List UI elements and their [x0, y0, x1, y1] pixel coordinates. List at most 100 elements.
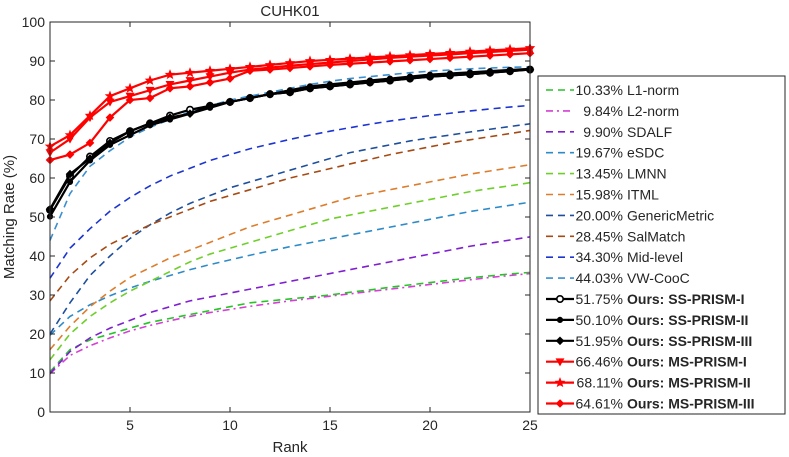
data-point-ours-ss-prism-ii	[66, 178, 74, 185]
data-point-ours-ss-prism-iii	[85, 154, 95, 163]
y-tick-label: 0	[37, 404, 45, 420]
data-point-ours-ms-prism-iii	[65, 150, 75, 159]
plot-area	[50, 22, 530, 412]
legend-entry-genericmetric: 20.00% GenericMetric	[546, 207, 714, 223]
legend-entry-ours-ms-prism-ii: 68.11% Ours: MS-PRISM-II	[546, 375, 751, 391]
data-point-ours-ms-prism-ii	[64, 129, 76, 140]
data-point-ours-ms-prism-ii	[184, 67, 196, 78]
y-tick-label: 50	[29, 209, 45, 225]
x-ticks: 5 10 15 20 25	[126, 22, 538, 433]
legend-entry-ours-ms-prism-i: 66.46% Ours: MS-PRISM-I	[546, 354, 747, 370]
data-point-ours-ss-prism-iii	[205, 101, 215, 111]
chart-title: CUHK01	[260, 3, 319, 20]
legend-marker	[556, 316, 564, 323]
data-point-ours-ss-prism-iii	[285, 87, 295, 97]
legend-percent: 15.98%	[576, 187, 623, 203]
data-point-ours-ms-prism-ii	[164, 69, 176, 80]
data-point-ours-ms-prism-ii	[224, 63, 236, 74]
legend-marker	[555, 399, 565, 408]
series-sdalf	[49, 236, 531, 374]
legend-percent: 9.84%	[583, 103, 623, 119]
legend-label: Ours: MS-PRISM-III	[627, 396, 755, 412]
data-point-ours-ms-prism-iii	[125, 95, 135, 105]
legend-label: SDALF	[627, 124, 672, 140]
legend-entry-ours-ss-prism-iii: 51.95% Ours: SS-PRISM-III	[546, 333, 752, 349]
data-point-ours-ss-prism-iii	[445, 71, 455, 80]
data-point-ours-ms-prism-iii	[485, 51, 495, 60]
data-point-ours-ms-prism-iii	[285, 63, 295, 73]
data-point-ours-ss-prism-iii	[105, 138, 115, 148]
data-point-ours-ss-prism-iii	[345, 80, 355, 89]
data-point-ours-ms-prism-iii	[385, 57, 395, 66]
legend-label: L1-norm	[627, 82, 679, 98]
data-point-ours-ms-prism-iii	[365, 58, 375, 67]
x-tick-label: 15	[322, 417, 338, 433]
series-line-l2-norm	[49, 272, 531, 375]
data-point-ours-ms-prism-ii	[204, 65, 216, 76]
data-point-ours-ss-prism-iii	[145, 119, 155, 128]
legend-entry-ours-ss-prism-i: 51.75% Ours: SS-PRISM-I	[546, 291, 744, 307]
series-mid-level	[49, 104, 531, 279]
series-esdc	[49, 201, 531, 336]
data-point-ours-ms-prism-iii	[505, 50, 515, 59]
series-genericmetric	[49, 122, 531, 335]
data-point-ours-ms-prism-ii	[144, 74, 156, 86]
legend-percent: 10.33%	[576, 82, 623, 98]
data-point-ours-ss-prism-iii	[425, 72, 435, 81]
data-point-ours-ms-prism-i	[205, 73, 215, 82]
legend-label: eSDC	[627, 145, 664, 161]
x-tick-label: 20	[422, 417, 438, 433]
data-point-ours-ss-prism-iii	[365, 78, 375, 87]
legend-label: ITML	[627, 187, 659, 203]
y-tick-label: 60	[29, 170, 45, 186]
legend-label: Ours: SS-PRISM-II	[627, 312, 748, 328]
series-line-sdalf	[49, 236, 531, 374]
data-point-ours-ss-prism-iii	[165, 113, 175, 122]
data-point-ours-ms-prism-iii	[405, 55, 415, 65]
legend-label: VW-CooC	[627, 270, 690, 286]
series-lmnn	[49, 181, 531, 361]
data-point-ours-ms-prism-ii	[104, 90, 116, 101]
data-point-ours-ss-prism-iii	[485, 68, 495, 78]
legend-entry-ours-ss-prism-ii: 50.10% Ours: SS-PRISM-II	[546, 312, 748, 328]
y-tick-label: 80	[29, 92, 45, 108]
x-tick-label: 10	[222, 417, 238, 433]
legend-entry-itml: 15.98% ITML	[546, 187, 659, 203]
legend-label: GenericMetric	[627, 207, 714, 223]
data-point-ours-ms-prism-i	[185, 77, 195, 86]
data-point-ours-ms-prism-iii	[205, 78, 215, 87]
legend-entry-salmatch: 28.45% SalMatch	[546, 228, 685, 244]
y-tick-label: 20	[29, 326, 45, 342]
data-point-ours-ss-prism-iii	[325, 82, 335, 91]
series-line-genericmetric	[49, 122, 531, 335]
y-tick-label: 100	[22, 14, 46, 30]
legend-marker	[555, 294, 564, 303]
data-point-ours-ms-prism-iii	[145, 93, 155, 103]
legend-label: Ours: SS-PRISM-I	[627, 291, 744, 307]
series-line-mid-level	[49, 104, 531, 279]
data-point-ours-ss-prism-iii	[405, 74, 415, 83]
legend-percent: 34.30%	[576, 249, 623, 265]
y-tick-label: 30	[29, 287, 45, 303]
legend-percent: 9.90%	[583, 124, 623, 140]
series-line-itml	[49, 163, 531, 351]
y-tick-label: 10	[29, 365, 45, 381]
series-line-lmnn	[49, 181, 531, 361]
y-tick-label: 70	[29, 131, 45, 147]
legend-percent: 51.75%	[576, 291, 623, 307]
data-point-ours-ss-prism-iii	[225, 97, 235, 107]
legend-box	[537, 75, 786, 415]
series-itml	[49, 163, 531, 351]
legend-percent: 50.10%	[576, 312, 623, 328]
x-tick-label: 25	[522, 417, 538, 433]
data-point-ours-ss-prism-iii	[505, 66, 515, 76]
legend-entry-l2-norm: 9.84% L2-norm	[546, 103, 679, 119]
data-point-ours-ms-prism-iii	[165, 83, 175, 93]
legend-marker	[554, 377, 566, 388]
data-point-ours-ms-prism-i	[105, 98, 115, 107]
data-point-ours-ms-prism-iii	[225, 74, 235, 83]
legend-entry-mid-level: 34.30% Mid-level	[546, 249, 683, 265]
y-ticks: 0 10 20 30 40 50 60 70 80 90 100	[22, 14, 530, 420]
legend-marker	[555, 358, 565, 367]
legend-entry-ours-ms-prism-iii: 64.61% Ours: MS-PRISM-III	[546, 396, 755, 412]
